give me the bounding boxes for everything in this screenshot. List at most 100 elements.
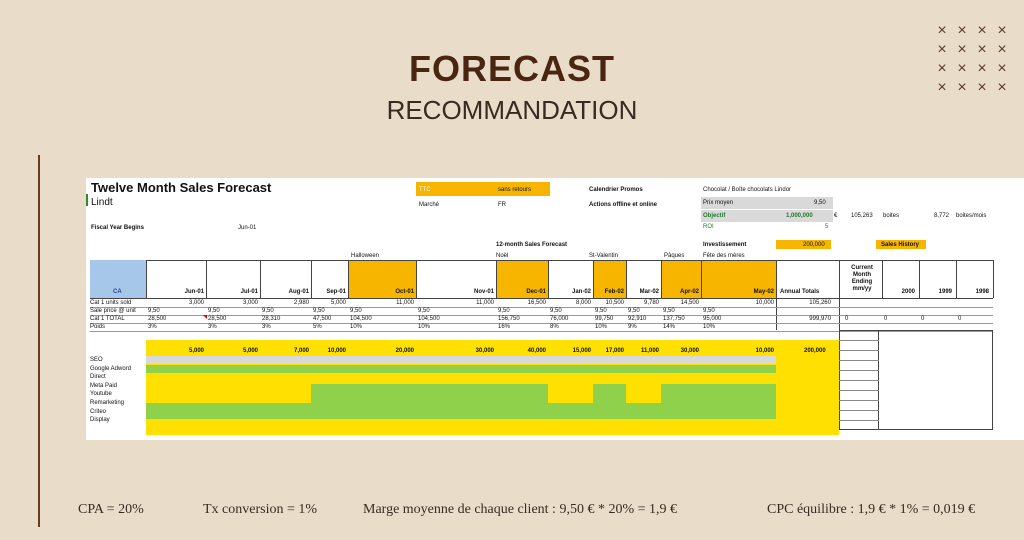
ca-header-cell xyxy=(90,260,147,298)
row-cell: 14,500 xyxy=(680,300,699,306)
cross-mark: × xyxy=(977,79,987,96)
row-cell: 8% xyxy=(550,324,559,330)
row-cell: 3,000 xyxy=(242,300,258,306)
budget-value: 17,000 xyxy=(605,348,624,354)
event-label: Fête des mères xyxy=(703,253,745,259)
cross-mark: × xyxy=(957,60,967,77)
budget-value: 7,000 xyxy=(293,348,309,354)
history-year-header: 2000 xyxy=(901,289,915,295)
channel-label: Remarketing xyxy=(90,400,125,406)
grid-line xyxy=(593,260,594,298)
row-cell: 8,000 xyxy=(575,300,591,306)
row-cell: 9% xyxy=(628,324,637,330)
row-line xyxy=(90,323,993,324)
channel-label: Youtube xyxy=(90,391,112,398)
month-header: Sep-01 xyxy=(326,289,346,295)
history-box-line xyxy=(839,400,879,401)
history-box-line xyxy=(839,350,879,351)
row-cell: 9,50 xyxy=(595,308,607,314)
grid-line xyxy=(956,260,957,298)
row-total: 105,260 xyxy=(809,300,831,306)
row-cell: 28,500 xyxy=(208,316,227,322)
row-cell: 9,50 xyxy=(208,308,220,314)
grid-line xyxy=(626,260,627,298)
channel-label: Meta Paid xyxy=(90,382,118,389)
history-box-line xyxy=(839,380,879,381)
row-cell: 2,980 xyxy=(293,300,309,306)
boites-label: boites xyxy=(883,213,900,219)
channel-label: Direct xyxy=(90,374,106,381)
month-header: Aug-01 xyxy=(288,289,309,295)
row-cell: 16% xyxy=(498,324,511,330)
row-cell: 99,750 xyxy=(595,316,614,322)
calendrier-label: Calendrier Promos xyxy=(589,187,643,193)
month-header: Mar-02 xyxy=(639,289,659,295)
sheet-brand: Lindt xyxy=(91,197,113,208)
row-cell: 5,000 xyxy=(330,300,346,306)
grid-line xyxy=(260,260,261,298)
comment-flag xyxy=(203,315,207,319)
cross-mark: × xyxy=(957,41,967,58)
channel-label: Display xyxy=(90,417,110,424)
highlight-month-cell xyxy=(496,260,548,298)
marche-value: FR xyxy=(498,202,506,208)
objectif-value: 1,000,000 xyxy=(786,213,813,219)
slide-title: FORECAST xyxy=(409,48,615,89)
event-label: Pâques xyxy=(664,253,685,259)
history-box-line xyxy=(839,340,879,341)
history-box-line xyxy=(839,390,879,391)
ttc-cell xyxy=(416,182,550,196)
row-cell: 11,000 xyxy=(396,300,414,306)
green-marker xyxy=(86,194,88,206)
sales-history-cell xyxy=(876,240,926,249)
spreadsheet-screenshot: Twelve Month Sales Forecast Lindt Fiscal… xyxy=(86,178,1024,440)
row-cell: 47,500 xyxy=(313,316,332,322)
remarketing-criteo-bar xyxy=(146,403,776,419)
row-cell: 95,000 xyxy=(703,316,722,322)
history-box-line xyxy=(839,360,879,361)
row-cell: 3% xyxy=(208,324,217,330)
row-label: Cat 1 TOTAL xyxy=(90,316,125,322)
roi-value: 5 xyxy=(825,224,829,230)
row-cell: 9,50 xyxy=(628,308,640,314)
event-label: Noël xyxy=(496,253,509,259)
cross-mark: × xyxy=(937,60,947,77)
row-cell: 9,50 xyxy=(262,308,274,314)
grid-line xyxy=(993,260,994,298)
row-cell: 9,50 xyxy=(550,308,562,314)
row-cell: 3% xyxy=(262,324,271,330)
grid-line xyxy=(348,260,349,298)
month-header: Jun-01 xyxy=(184,289,204,295)
row-cell: 9,50 xyxy=(148,308,160,314)
current-month-header: mm/yy xyxy=(852,286,872,292)
month-header: Apr-02 xyxy=(679,289,699,295)
history-cell: 0 xyxy=(845,316,849,322)
row-cell: 9,780 xyxy=(643,300,659,306)
history-year-header: 1999 xyxy=(938,289,952,295)
row-cell: 16,500 xyxy=(527,300,546,306)
channel-label: SEO xyxy=(90,357,103,363)
row-cell: 9,50 xyxy=(663,308,675,314)
month-header: Jan-02 xyxy=(571,289,591,295)
cross-mark: × xyxy=(997,79,1007,96)
cross-mark: × xyxy=(977,41,987,58)
row-cell: 9,50 xyxy=(418,308,430,314)
boites-mois-value: 8,772 xyxy=(934,213,950,219)
cross-mark: × xyxy=(977,22,987,39)
investissement-cell xyxy=(776,240,831,249)
row-cell: 9,50 xyxy=(703,308,715,314)
budget-value: 10,000 xyxy=(327,348,346,354)
event-label: Halloween xyxy=(351,253,380,259)
row-cell: 3,000 xyxy=(188,300,204,306)
sales-history-label: Sales History xyxy=(881,242,920,248)
channel-label: Google Adword xyxy=(90,365,132,372)
current-month-header: Ending xyxy=(851,279,873,285)
investissement-label: Investissement xyxy=(703,242,747,248)
row-cell: 9,50 xyxy=(350,308,362,314)
budget-value: 11,000 xyxy=(640,348,659,354)
row-cell: 11,000 xyxy=(476,300,494,306)
prix-cell xyxy=(701,197,833,209)
budget-value: 5,000 xyxy=(188,348,204,354)
vertical-divider xyxy=(38,155,40,527)
row-line xyxy=(90,315,993,316)
